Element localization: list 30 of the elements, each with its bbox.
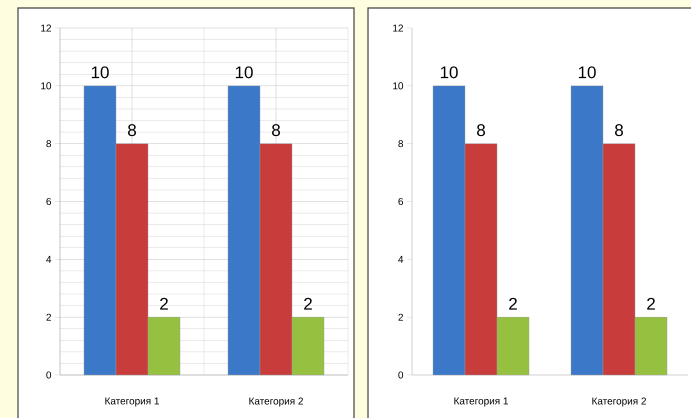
y-tick-label: 0 [46, 371, 52, 379]
y-tick-label: 2 [398, 314, 403, 321]
y-tick-label: 12 [41, 24, 51, 32]
data-label: 2 [304, 298, 312, 310]
data-label: 10 [440, 66, 458, 78]
data-label: 8 [615, 124, 623, 136]
data-label: 8 [128, 124, 136, 136]
data-label: 8 [272, 124, 280, 136]
y-tick-label: 10 [41, 82, 52, 90]
y-tick-label: 0 [398, 371, 404, 379]
data-label: 10 [236, 66, 253, 78]
y-tick-label: 6 [46, 198, 52, 206]
y-tick-label: 8 [398, 140, 404, 148]
y-tick-label: 10 [393, 82, 404, 90]
y-tick-label: 4 [398, 256, 404, 263]
x-tick-label: Категория 2 [592, 398, 646, 407]
y-tick-label: 2 [46, 314, 51, 321]
x-tick-label: Категория 2 [249, 398, 303, 407]
y-tick-label: 12 [393, 24, 403, 32]
x-tick-label: Категория 1 [105, 398, 159, 406]
data-label: 10 [92, 66, 109, 78]
y-tick-label: 8 [46, 140, 52, 148]
y-tick-label: 4 [46, 256, 52, 263]
data-label: 2 [647, 298, 655, 310]
data-label: 8 [477, 124, 485, 136]
x-tick-label: Категория 1 [454, 398, 508, 406]
data-label: 10 [578, 66, 596, 78]
y-tick-label: 6 [398, 198, 404, 206]
data-label: 2 [160, 298, 168, 310]
data-label: 2 [509, 298, 517, 310]
